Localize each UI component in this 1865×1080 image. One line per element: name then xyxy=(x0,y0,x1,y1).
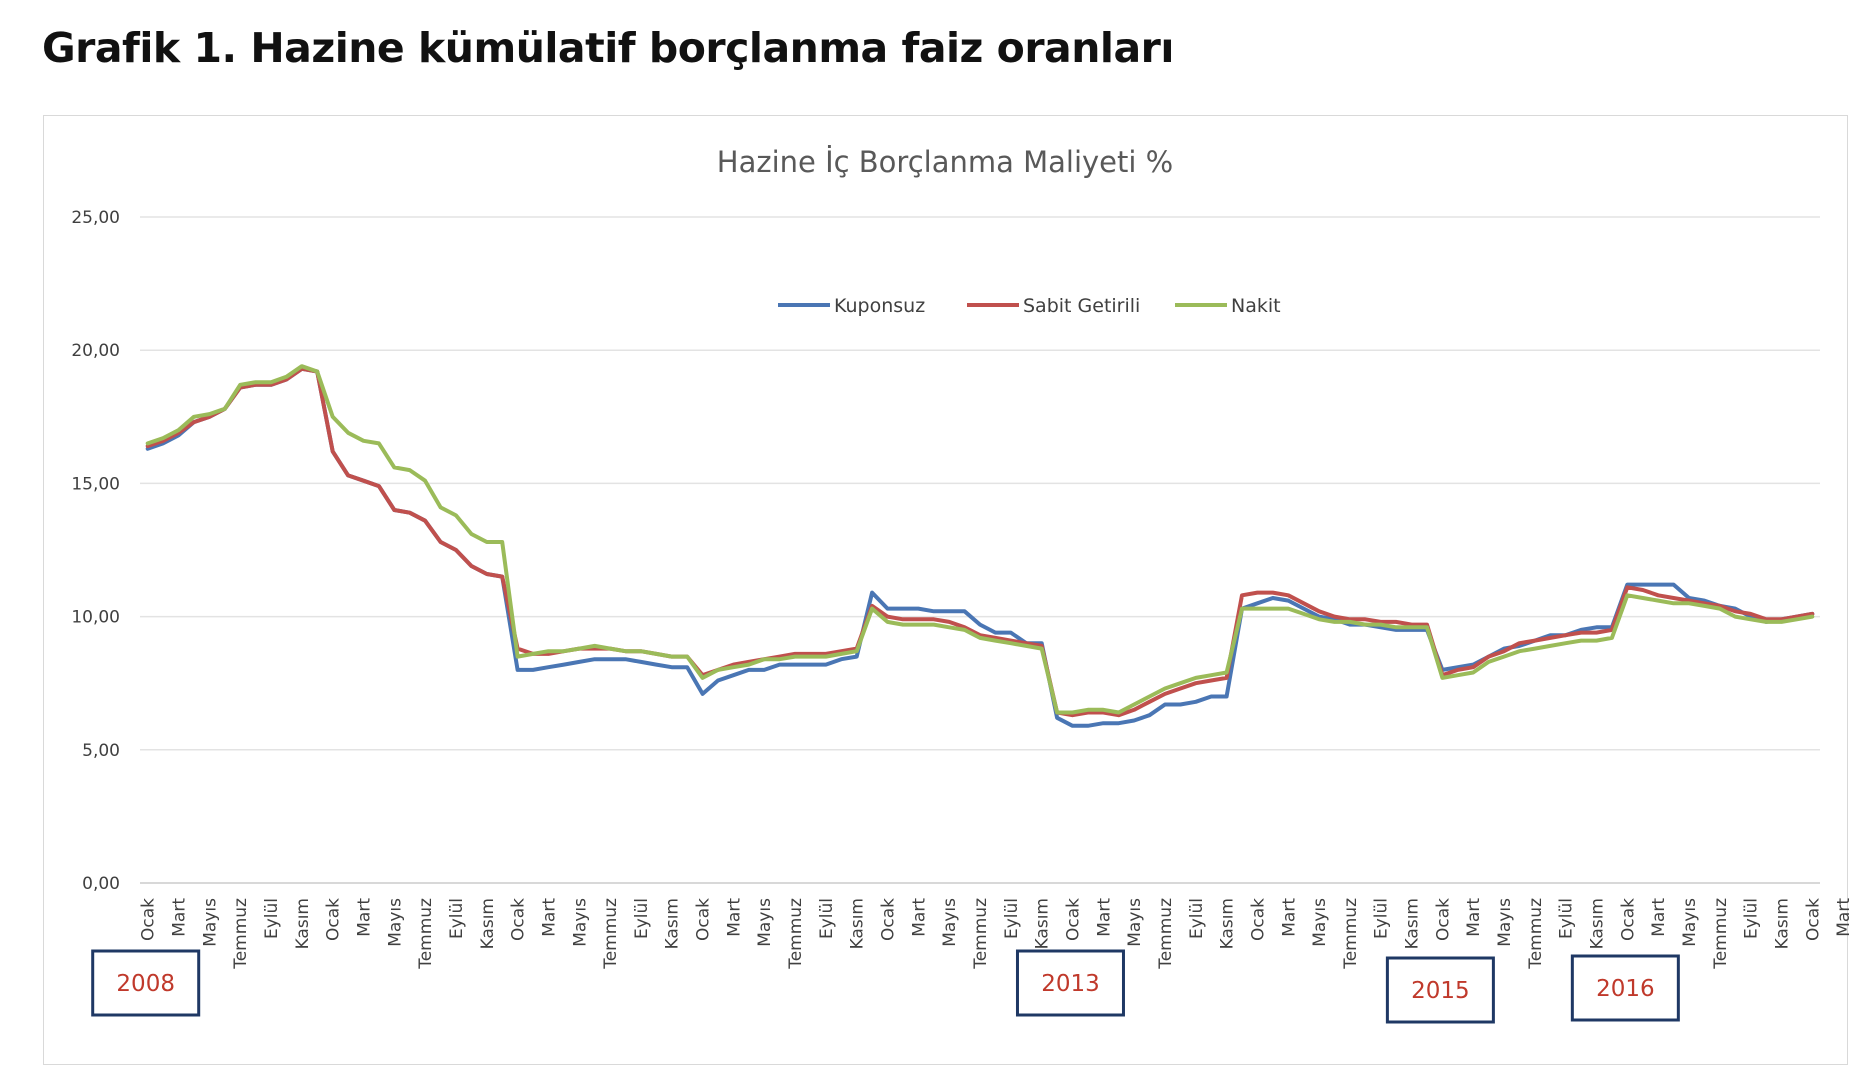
x-tick-label: Mart xyxy=(354,898,374,937)
x-tick-label: Kasım xyxy=(848,898,868,949)
y-tick-label: 25,00 xyxy=(71,208,120,228)
x-tick-label: Ocak xyxy=(324,898,344,941)
x-tick-label: Ocak xyxy=(1433,898,1453,941)
x-tick-label: Mart xyxy=(1834,898,1854,937)
x-tick-label: Mayıs xyxy=(755,898,775,947)
x-tick-label: Eylül xyxy=(1742,898,1762,939)
x-tick-label: Ocak xyxy=(1248,898,1268,941)
x-tick-label: Temmuz xyxy=(231,898,251,970)
year-label: 2016 xyxy=(1596,976,1655,1002)
x-tick-label: Temmuz xyxy=(1526,898,1546,970)
x-tick-label: Kasım xyxy=(1218,898,1238,949)
x-tick-label: Ocak xyxy=(879,898,899,941)
x-tick-label: Temmuz xyxy=(1156,898,1176,970)
legend-label: Nakit xyxy=(1231,295,1281,317)
x-tick-label: Ocak xyxy=(1063,898,1083,941)
x-tick-label: Kasım xyxy=(663,898,683,949)
x-tick-label: Temmuz xyxy=(786,898,806,970)
x-tick-label: Temmuz xyxy=(1341,898,1361,970)
x-tick-label: Temmuz xyxy=(416,898,436,970)
x-tick-label: Eylül xyxy=(1187,898,1207,939)
x-tick-label: Eylül xyxy=(447,898,467,939)
x-tick-label: Ocak xyxy=(694,898,714,941)
x-tick-label: Mart xyxy=(539,898,559,937)
x-tick-label: Mayıs xyxy=(1495,898,1515,947)
x-tick-label: Mart xyxy=(909,898,929,937)
x-tick-label: Mayıs xyxy=(570,898,590,947)
x-tick-label: Temmuz xyxy=(1711,898,1731,970)
x-tick-label: Kasım xyxy=(1403,898,1423,949)
x-tick-label: Mayıs xyxy=(385,898,405,947)
x-tick-label: Kasım xyxy=(1033,898,1053,949)
legend-label: Sabit Getirili xyxy=(1023,295,1140,317)
x-tick-label: Eylül xyxy=(262,898,282,939)
x-tick-label: Mart xyxy=(1649,898,1669,937)
y-tick-label: 5,00 xyxy=(82,741,120,761)
x-tick-label: Kasım xyxy=(1588,898,1608,949)
y-tick-label: 15,00 xyxy=(71,474,120,494)
year-label: 2015 xyxy=(1411,978,1470,1004)
chart-title: Hazine İç Borçlanma Maliyeti % xyxy=(717,145,1173,179)
year-box xyxy=(1015,949,1125,1017)
x-tick-label: Mayıs xyxy=(940,898,960,947)
series-line-1 xyxy=(145,366,1815,728)
x-tick-label: Kasım xyxy=(293,898,313,949)
x-tick-label: Kasım xyxy=(478,898,498,949)
x-tick-label: Eylül xyxy=(632,898,652,939)
series-line-2 xyxy=(145,366,1815,718)
x-tick-label: Eylül xyxy=(1372,898,1392,939)
x-tick-label: Mayıs xyxy=(1680,898,1700,947)
page-title: Grafik 1. Hazine kümülatif borçlanma fai… xyxy=(42,24,1174,72)
y-tick-label: 0,00 xyxy=(82,874,120,894)
x-tick-label: Mart xyxy=(170,898,190,937)
x-tick-label: Mart xyxy=(1464,898,1484,937)
x-tick-label: Mart xyxy=(724,898,744,937)
x-tick-label: Mayıs xyxy=(200,898,220,947)
y-tick-label: 10,00 xyxy=(71,608,120,628)
x-tick-label: Eylül xyxy=(1002,898,1022,939)
year-box xyxy=(1385,956,1495,1024)
x-tick-label: Mart xyxy=(1094,898,1114,937)
series-line-3 xyxy=(145,364,1815,715)
y-tick-label: 20,00 xyxy=(71,341,120,361)
legend-label: Kuponsuz xyxy=(834,295,925,317)
x-tick-label: Ocak xyxy=(509,898,529,941)
x-tick-label: Temmuz xyxy=(601,898,621,970)
x-tick-label: Kasım xyxy=(1772,898,1792,949)
year-box xyxy=(91,949,201,1017)
x-tick-label: Mart xyxy=(1279,898,1299,937)
chart-frame xyxy=(43,115,1848,1065)
x-tick-label: Ocak xyxy=(1803,898,1823,941)
x-tick-label: Ocak xyxy=(1618,898,1638,941)
year-label: 2008 xyxy=(116,971,175,997)
year-box xyxy=(1570,954,1680,1022)
x-tick-label: Mayıs xyxy=(1125,898,1145,947)
x-tick-label: Ocak xyxy=(139,898,159,941)
x-tick-label: Eylül xyxy=(817,898,837,939)
year-label: 2013 xyxy=(1041,971,1100,997)
x-tick-label: Eylül xyxy=(1557,898,1577,939)
x-tick-label: Mayıs xyxy=(1310,898,1330,947)
x-tick-label: Temmuz xyxy=(971,898,991,970)
